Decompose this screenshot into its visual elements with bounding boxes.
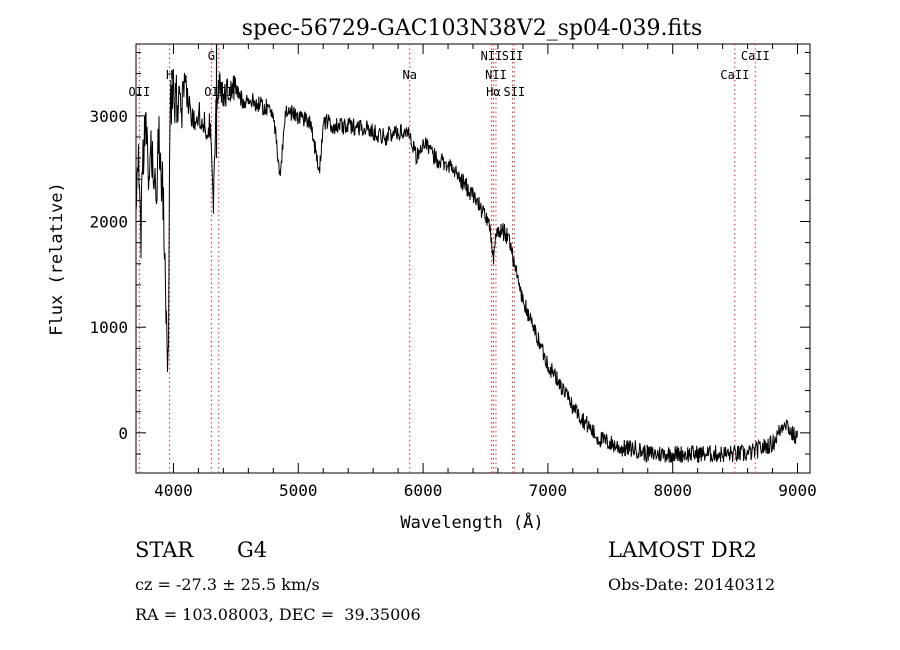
line-marker-label: SII xyxy=(502,49,524,63)
object-subclass: G4 xyxy=(237,538,268,562)
line-marker-label: Na xyxy=(402,68,416,82)
line-marker-label: G xyxy=(208,49,215,63)
line-marker-label: NII xyxy=(481,49,503,63)
redshift-text: cz = -27.3 ± 25.5 km/s xyxy=(135,575,320,594)
obs-date-text: Obs-Date: 20140312 xyxy=(608,575,776,594)
line-marker-label: H xyxy=(166,68,173,82)
y-tick-label: 3000 xyxy=(89,107,128,126)
survey-label: LAMOST DR2 xyxy=(608,538,757,562)
y-axis-label: Flux (relative) xyxy=(47,182,67,336)
y-tick-label: 2000 xyxy=(89,213,128,232)
y-tick-label: 0 xyxy=(118,424,128,443)
line-marker-label: CaII xyxy=(720,68,749,82)
x-axis-label: Wavelength (Å) xyxy=(400,511,543,533)
x-tick-label: 5000 xyxy=(279,481,318,500)
x-tick-label: 6000 xyxy=(404,481,443,500)
chart-title: spec-56729-GAC103N38V2_sp04-039.fits xyxy=(242,16,703,41)
x-tick-label: 7000 xyxy=(529,481,568,500)
x-tick-label: 9000 xyxy=(778,481,817,500)
y-tick-label: 1000 xyxy=(89,318,128,337)
x-tick-label: 8000 xyxy=(653,481,692,500)
line-marker-label: CaII xyxy=(741,49,770,63)
coordinates-text: RA = 103.08003, DEC = 39.35006 xyxy=(135,605,421,624)
line-marker-label: Hα xyxy=(486,85,500,99)
x-tick-label: 4000 xyxy=(154,481,193,500)
object-class: STAR xyxy=(135,538,194,562)
plot-frame xyxy=(135,43,811,474)
line-marker-label: SII xyxy=(503,85,525,99)
line-marker-label: OII xyxy=(129,85,151,99)
line-marker-label: NII xyxy=(485,68,507,82)
spectrum-line xyxy=(135,68,798,465)
